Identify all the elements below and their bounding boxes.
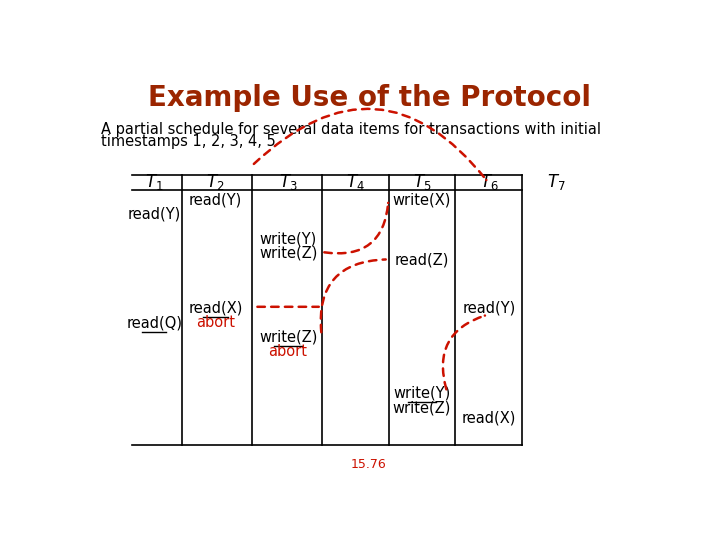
Text: Example Use of the Protocol: Example Use of the Protocol	[148, 84, 590, 112]
Text: timestamps 1, 2, 3, 4, 5: timestamps 1, 2, 3, 4, 5	[101, 134, 276, 149]
Text: abort: abort	[269, 344, 307, 359]
Text: read(Y): read(Y)	[127, 207, 181, 222]
Text: $T_5$: $T_5$	[413, 172, 431, 192]
Text: read(Y): read(Y)	[462, 301, 516, 315]
Text: $T_3$: $T_3$	[279, 172, 297, 192]
Text: read(X): read(X)	[462, 411, 516, 426]
Text: write(Y): write(Y)	[393, 386, 451, 401]
FancyArrowPatch shape	[443, 315, 485, 389]
Text: write(Z): write(Z)	[259, 245, 318, 260]
Text: $T_2$: $T_2$	[207, 172, 225, 192]
Text: read(X): read(X)	[189, 301, 243, 315]
Text: $T_7$: $T_7$	[546, 172, 565, 192]
Text: read(Y): read(Y)	[189, 192, 242, 207]
Text: write(Y): write(Y)	[259, 232, 317, 247]
Text: read(Q): read(Q)	[126, 315, 182, 330]
Text: A partial schedule for several data items for transactions with initial: A partial schedule for several data item…	[101, 122, 601, 137]
Text: write(Z): write(Z)	[393, 400, 451, 415]
Text: write(Z): write(Z)	[259, 329, 318, 345]
FancyArrowPatch shape	[324, 203, 388, 253]
Text: 15.76: 15.76	[351, 458, 387, 471]
FancyArrowPatch shape	[254, 109, 486, 180]
FancyArrowPatch shape	[321, 259, 386, 332]
Text: $T_1$: $T_1$	[145, 172, 163, 192]
Text: read(Z): read(Z)	[395, 253, 449, 268]
Text: write(X): write(X)	[393, 192, 451, 207]
Text: $T_6$: $T_6$	[480, 172, 498, 192]
Text: $T_4$: $T_4$	[346, 172, 364, 192]
Text: abort: abort	[196, 315, 235, 330]
